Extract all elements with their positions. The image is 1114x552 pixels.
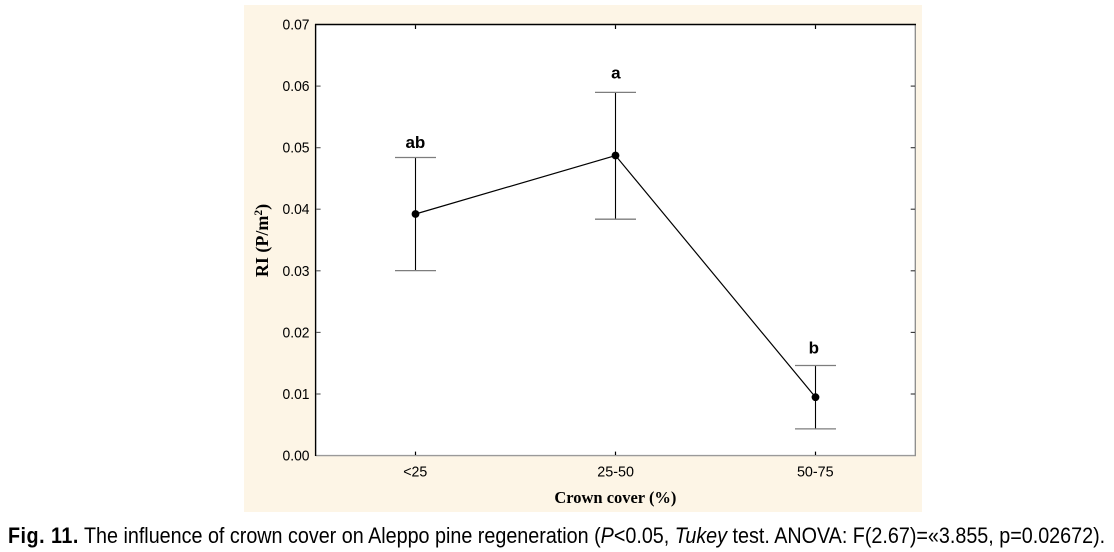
svg-text:0.02: 0.02 — [283, 324, 310, 341]
svg-text:0.01: 0.01 — [283, 386, 310, 403]
svg-text:50-75: 50-75 — [797, 463, 834, 480]
svg-text:<25: <25 — [403, 463, 427, 480]
svg-text:Crown cover (%): Crown cover (%) — [554, 488, 676, 507]
svg-text:a: a — [611, 63, 621, 82]
svg-text:0.03: 0.03 — [283, 263, 310, 280]
svg-text:0.00: 0.00 — [283, 448, 310, 465]
svg-text:RI (P/m2): RI (P/m2) — [252, 204, 273, 277]
svg-text:ab: ab — [405, 133, 425, 152]
svg-text:0.04: 0.04 — [283, 201, 310, 218]
svg-text:0.07: 0.07 — [283, 17, 310, 34]
svg-text:b: b — [809, 338, 819, 357]
svg-text:25-50: 25-50 — [597, 463, 634, 480]
svg-text:0.06: 0.06 — [283, 78, 310, 95]
svg-text:0.05: 0.05 — [283, 140, 310, 157]
